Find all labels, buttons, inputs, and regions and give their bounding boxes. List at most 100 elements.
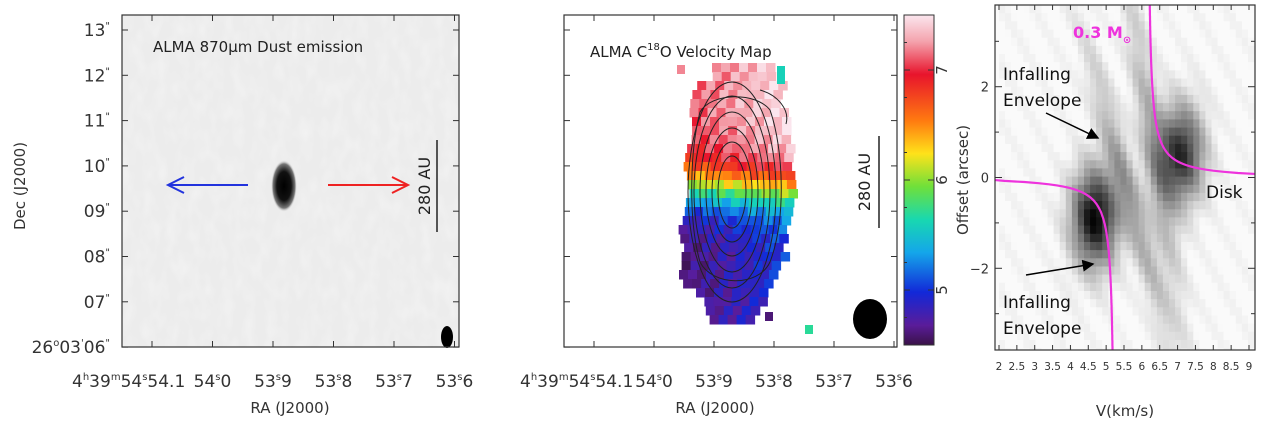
pv-pixel [1041, 217, 1049, 227]
pv-pixel [1211, 45, 1219, 55]
pv-pixel [1162, 340, 1170, 349]
pv-pixel [1065, 274, 1073, 284]
velocity-pixel [721, 153, 731, 163]
pv-pixel [1144, 103, 1152, 112]
pv-pixel [1247, 70, 1255, 80]
pv-pixel [1011, 21, 1018, 31]
pv-pixel [1126, 37, 1134, 47]
pv-pixel [999, 119, 1006, 129]
velocity-pixel [685, 198, 696, 208]
pv-pixel [1156, 62, 1164, 71]
pv-pixel [1017, 266, 1024, 276]
pv-pixel [1077, 37, 1085, 47]
pv-pixel [1235, 250, 1243, 259]
pv-pixel [1108, 54, 1115, 63]
pv-pixel [1211, 217, 1219, 227]
pv-pixel [1211, 168, 1219, 178]
pv-pixel [999, 21, 1006, 31]
velocity-pixel [710, 126, 720, 136]
pv-pixel [1169, 331, 1176, 341]
pv-pixel [1175, 86, 1182, 96]
pv-pixel [1005, 54, 1012, 63]
pv-pixel [1053, 307, 1061, 317]
pv-pixel [1023, 127, 1030, 137]
pv-pixel [1084, 86, 1091, 96]
pv-pixel [1017, 86, 1024, 96]
pv-pixel [1211, 233, 1219, 243]
velocity-pixel [785, 171, 796, 181]
pv-pixel [1187, 86, 1194, 96]
velocity-pixel [723, 180, 734, 190]
pv-pixel [1144, 184, 1152, 194]
pv-pixel [1193, 291, 1200, 300]
pv-pixel [1005, 111, 1012, 120]
pv-pixel [1096, 274, 1103, 284]
pv-pixel [1235, 266, 1243, 276]
pv-pixel [1175, 152, 1182, 161]
velocity-pixel [769, 270, 779, 280]
pv-pixel [1247, 282, 1255, 292]
pv-pixel [1017, 184, 1024, 194]
pv-pixel [1241, 54, 1249, 63]
pv-pixel [1138, 323, 1146, 333]
pv-pixel [1017, 331, 1024, 341]
pv-pixel [1162, 348, 1170, 350]
velocity-pixel [732, 225, 743, 235]
colorbar-tick-label: 7 [933, 65, 951, 75]
pv-pixel [1071, 291, 1079, 300]
pv-pixel [1229, 21, 1237, 31]
pv-pixel [1169, 21, 1176, 31]
pv-pixel [1011, 242, 1018, 251]
pv-pixel [1065, 184, 1073, 194]
pv-pixel [1175, 94, 1182, 104]
pv-pixel [1102, 266, 1109, 276]
pv-pixel [1144, 54, 1152, 63]
pv-pixel [1065, 160, 1073, 170]
pv-pixel [1138, 258, 1146, 268]
pv-pixel [1217, 184, 1225, 194]
blue-arrow [165, 176, 248, 194]
pv-pixel [1241, 70, 1249, 80]
pv-pixel [1181, 209, 1188, 219]
pv-pixel [1247, 21, 1255, 31]
pv-pixel [1241, 274, 1249, 284]
pv-pixel [1144, 225, 1152, 235]
pv-pixel [1247, 29, 1255, 39]
pv-pixel [1138, 29, 1146, 39]
pv-pixel [1071, 348, 1079, 350]
pv-pixel [1096, 331, 1103, 341]
pv-pixel [1005, 217, 1012, 227]
pv-pixel [1162, 209, 1170, 219]
pv-pixel [1084, 29, 1091, 39]
pv-pixel [999, 299, 1006, 308]
pv-pixel [1126, 250, 1134, 259]
pv-pixel [1217, 152, 1225, 161]
pv-pixel [1144, 266, 1152, 276]
velocity-pixel [730, 153, 740, 163]
pv-pixel [1241, 315, 1249, 325]
pv-pixel [1199, 242, 1207, 251]
pv-pixel [1011, 315, 1018, 325]
pv-pixel [1217, 78, 1225, 88]
pv-pixel [1017, 5, 1024, 14]
pv-pixel [1162, 143, 1170, 153]
pv-pixel [1096, 62, 1103, 71]
pv-pixel [1090, 209, 1097, 219]
pv-pixel [1169, 299, 1176, 308]
pv-pixel [1041, 242, 1049, 251]
pv-pixel [1096, 168, 1103, 178]
pv-pixel [1138, 160, 1146, 170]
pv-pixel [1181, 250, 1188, 259]
pv-pixel [1077, 168, 1085, 178]
velocity-pixel [731, 171, 742, 181]
pv-pixel [1175, 45, 1182, 55]
pv-pixel [1096, 45, 1103, 55]
pv-pixel [1132, 307, 1140, 317]
pv-pixel [1229, 94, 1237, 104]
pv-pixel [1229, 119, 1237, 129]
velocity-pixel [781, 216, 792, 226]
pv-pixel [1047, 331, 1055, 341]
pv-pixel [1156, 160, 1164, 170]
pv-pixel [1005, 307, 1012, 317]
velocity-map-yticks [564, 29, 897, 348]
